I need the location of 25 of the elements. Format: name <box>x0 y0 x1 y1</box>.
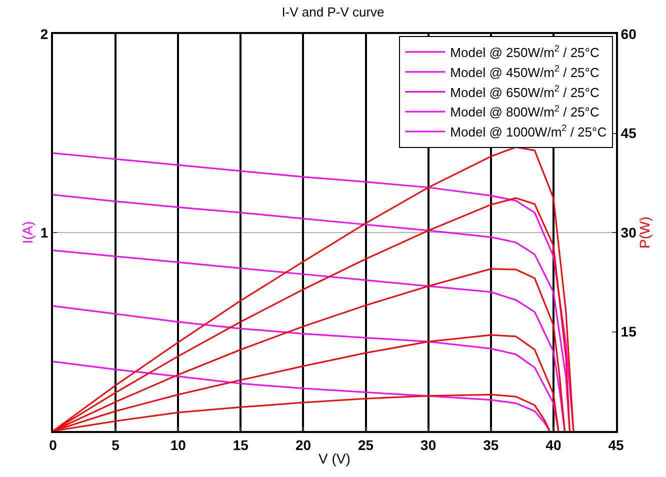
x-tick-label: 40 <box>546 436 562 453</box>
x-tick-label: 35 <box>483 436 499 453</box>
y-axis-title: I(A) <box>20 221 36 244</box>
x-axis-title: V (V) <box>318 450 350 467</box>
x-tick-label: 45 <box>608 436 624 453</box>
legend-label: Model @ 450W/m$^{2}$ / 25°C <box>450 63 600 80</box>
x-tick-label: 30 <box>420 436 436 453</box>
x-tick-label: 0 <box>49 436 58 453</box>
y-tick-label: 1 <box>40 224 48 240</box>
legend-label: Model @ 800W/m$^{2}$ / 25°C <box>450 103 600 120</box>
x-tick-label: 20 <box>295 436 312 453</box>
y2-tick-label: 30 <box>620 224 637 240</box>
x-tick-label: 10 <box>170 436 186 453</box>
y2-axis-title: P(W) <box>636 216 653 248</box>
legend-label: Model @ 1000W/m$^{2}$ / 25°C <box>450 123 607 140</box>
x-tick-label: 25 <box>358 436 374 453</box>
y2-tick-label: 45 <box>620 125 637 142</box>
x-tick-label: 15 <box>232 436 249 453</box>
legend-label: Model @ 250W/m$^{2}$ / 25°C <box>450 44 600 60</box>
x-tick-label: 5 <box>112 436 120 453</box>
chart-title: I-V and P-V curve <box>282 4 384 20</box>
y-tick-label: 2 <box>40 26 48 42</box>
legend-label: Model @ 650W/m$^{2}$ / 25°C <box>450 83 600 100</box>
y2-tick-label: 15 <box>620 324 637 340</box>
y2-tick-label: 60 <box>620 26 637 42</box>
